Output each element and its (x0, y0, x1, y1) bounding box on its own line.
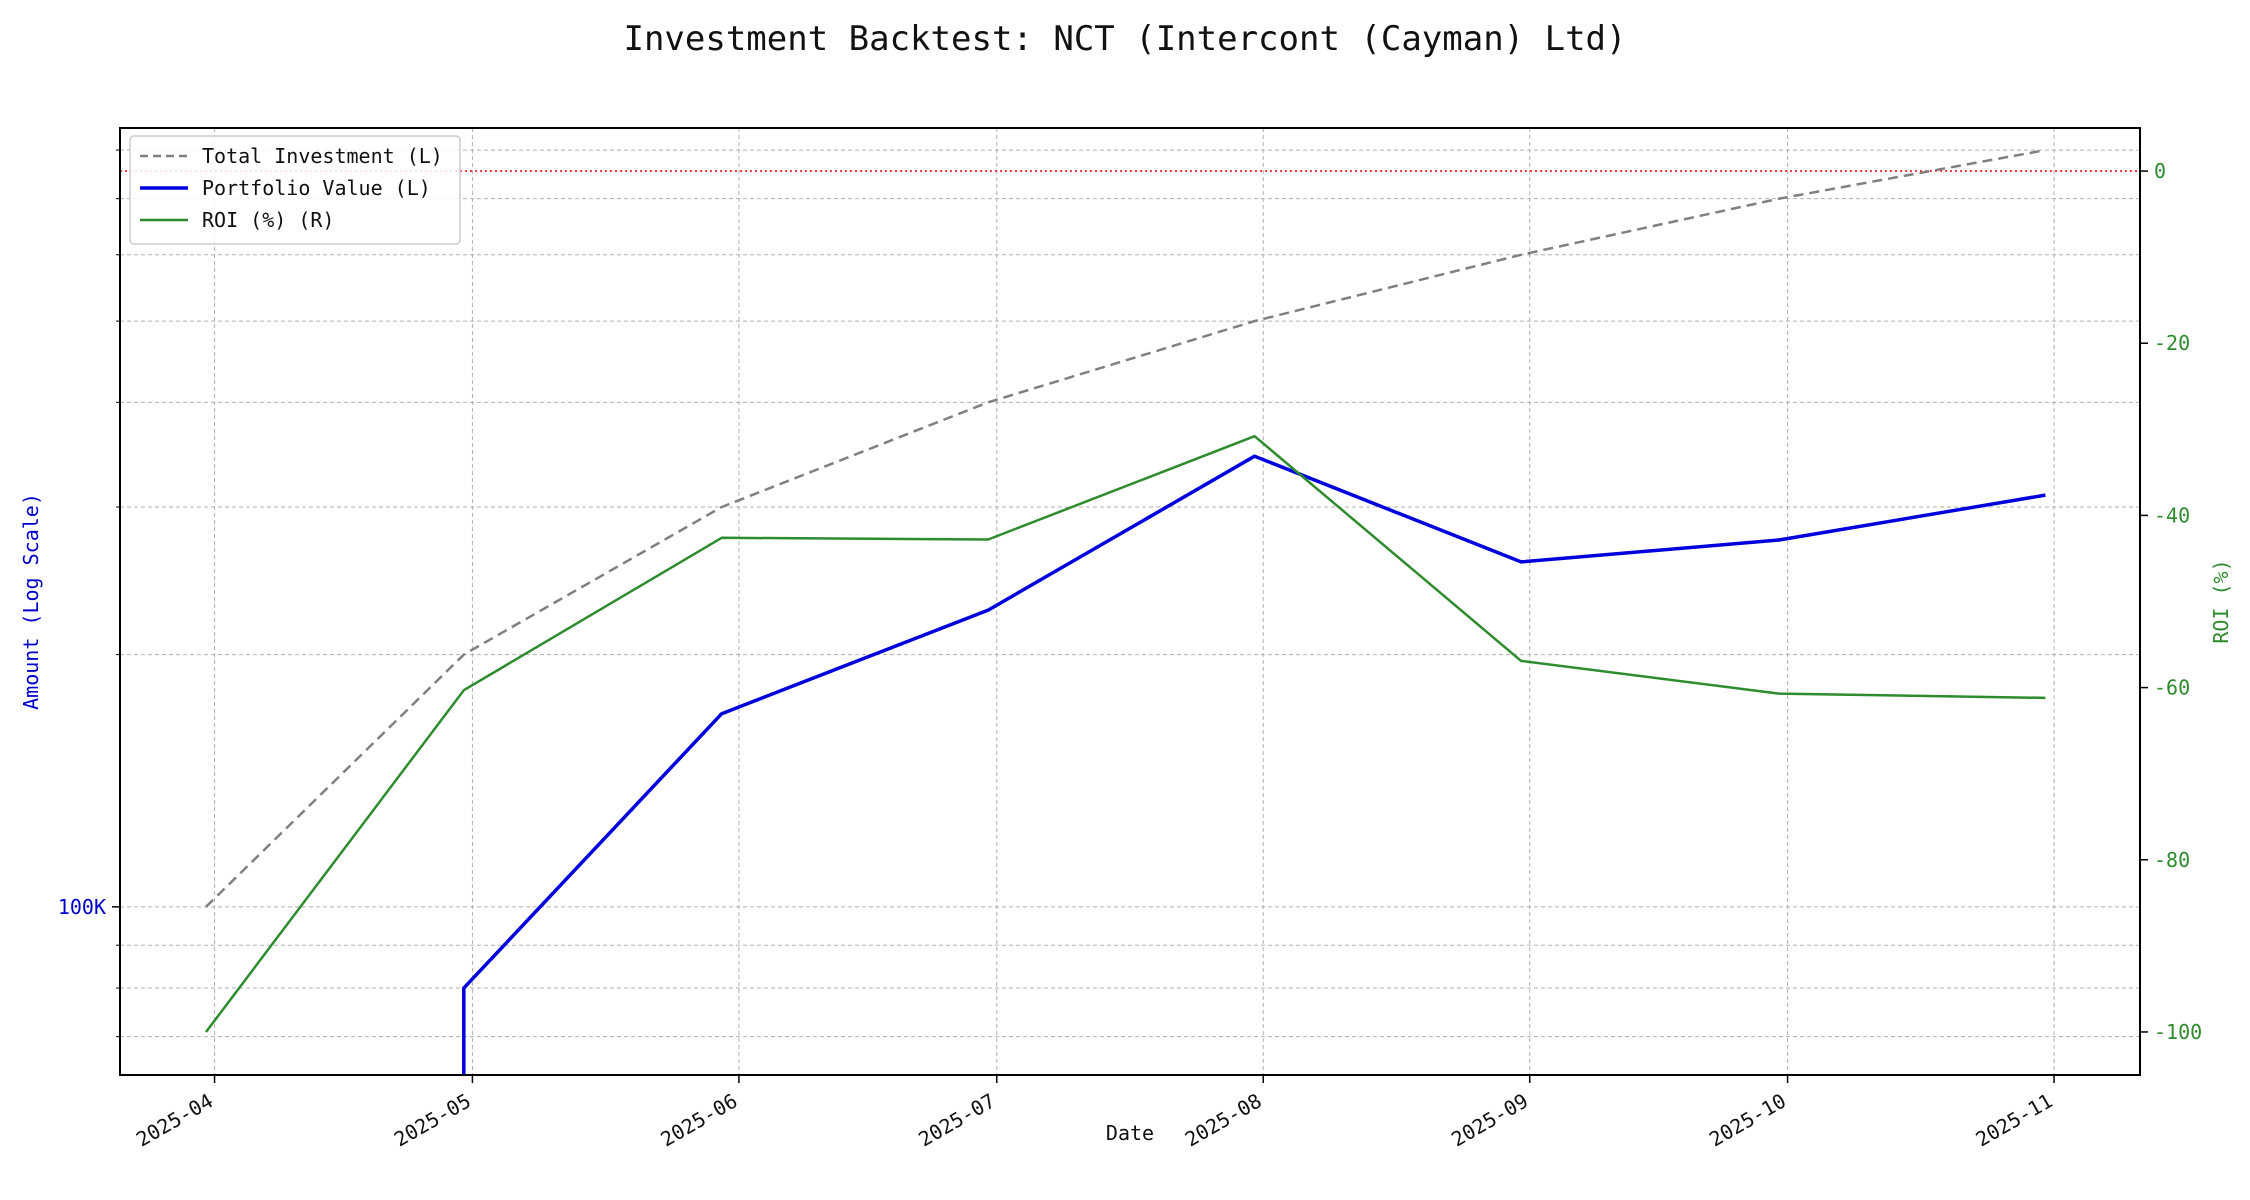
series-line-portfolio-value-l (462, 454, 2046, 1075)
x-tick-label: 2025-07 (914, 1089, 999, 1152)
right-y-tick-label: 0 (2154, 159, 2166, 183)
right-y-axis-label: ROI (%) (2209, 559, 2233, 643)
left-y-axis: 100K (58, 149, 120, 1038)
x-tick-label: 2025-10 (1705, 1089, 1790, 1152)
right-y-tick-label: -100 (2154, 1020, 2202, 1044)
right-y-tick-label: -80 (2154, 848, 2190, 872)
legend-box (129, 135, 461, 245)
plot-frame (119, 127, 2141, 1076)
x-axis-label: Date (1106, 1121, 1154, 1145)
right-y-axis: 0 -20 -40 -60 -80 -100 (2140, 159, 2202, 1044)
legend-label: Total Investment (L) (202, 144, 443, 168)
series-line-total-investment-l (205, 148, 2046, 908)
legend: Total Investment (L) Portfolio Value (L) R… (129, 135, 461, 245)
chart-title: Investment Backtest: NCT (Intercont (Cay… (623, 19, 1626, 59)
right-y-tick-label: -60 (2154, 676, 2190, 700)
x-tick-label: 2025-08 (1181, 1089, 1266, 1152)
right-y-tick-label: -40 (2154, 503, 2190, 527)
x-tick-label: 2025-09 (1447, 1089, 1532, 1152)
left-y-tick-label: 100K (58, 895, 106, 919)
x-tick-label: 2025-05 (390, 1089, 475, 1152)
legend-label: ROI (%) (R) (202, 208, 334, 232)
legend-label: Portfolio Value (L) (202, 176, 431, 200)
x-tick-label: 2025-06 (656, 1089, 741, 1152)
left-y-axis-label: Amount (Log Scale) (19, 493, 43, 710)
right-y-tick-label: -20 (2154, 331, 2190, 355)
x-axis: 2025-04 2025-05 2025-06 2025-07 2025-08 2025-… (132, 1075, 2057, 1152)
x-tick-label: 2025-04 (132, 1089, 217, 1152)
series-line-roi-r (205, 434, 2046, 1033)
grid-lines (120, 128, 2140, 1075)
series-lines (205, 148, 2046, 1075)
x-tick-label: 2025-11 (1972, 1089, 2057, 1152)
